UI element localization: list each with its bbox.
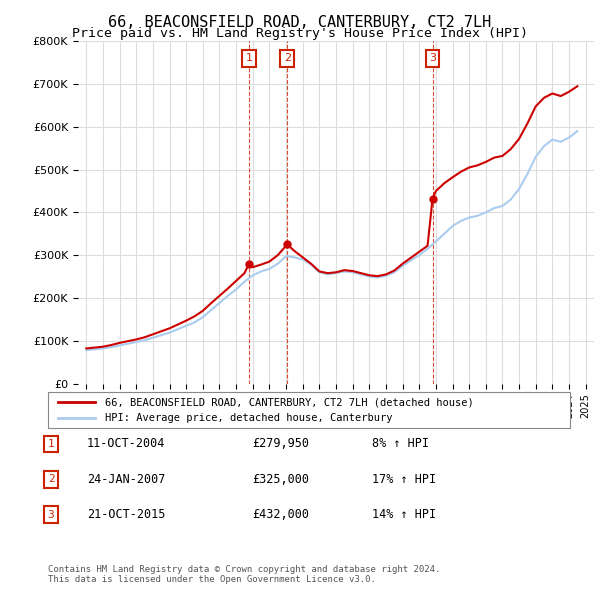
Text: 1: 1 [245, 54, 253, 63]
Text: 14% ↑ HPI: 14% ↑ HPI [372, 508, 436, 522]
Text: 66, BEACONSFIELD ROAD, CANTERBURY, CT2 7LH: 66, BEACONSFIELD ROAD, CANTERBURY, CT2 7… [109, 15, 491, 30]
Text: 3: 3 [47, 510, 55, 520]
Text: 2: 2 [47, 474, 55, 484]
Text: 66, BEACONSFIELD ROAD, CANTERBURY, CT2 7LH (detached house): 66, BEACONSFIELD ROAD, CANTERBURY, CT2 7… [106, 397, 474, 407]
Text: 24-JAN-2007: 24-JAN-2007 [87, 473, 166, 486]
Text: £432,000: £432,000 [252, 508, 309, 522]
Text: 17% ↑ HPI: 17% ↑ HPI [372, 473, 436, 486]
Text: 11-OCT-2004: 11-OCT-2004 [87, 437, 166, 451]
Text: Price paid vs. HM Land Registry's House Price Index (HPI): Price paid vs. HM Land Registry's House … [72, 27, 528, 40]
Text: 2: 2 [284, 54, 291, 63]
Text: 3: 3 [429, 54, 436, 63]
Text: Contains HM Land Registry data © Crown copyright and database right 2024.
This d: Contains HM Land Registry data © Crown c… [48, 565, 440, 584]
FancyBboxPatch shape [48, 392, 570, 428]
Text: HPI: Average price, detached house, Canterbury: HPI: Average price, detached house, Cant… [106, 413, 393, 423]
Text: £325,000: £325,000 [252, 473, 309, 486]
Text: 8% ↑ HPI: 8% ↑ HPI [372, 437, 429, 451]
Text: 1: 1 [47, 439, 55, 449]
Text: 21-OCT-2015: 21-OCT-2015 [87, 508, 166, 522]
Text: £279,950: £279,950 [252, 437, 309, 451]
